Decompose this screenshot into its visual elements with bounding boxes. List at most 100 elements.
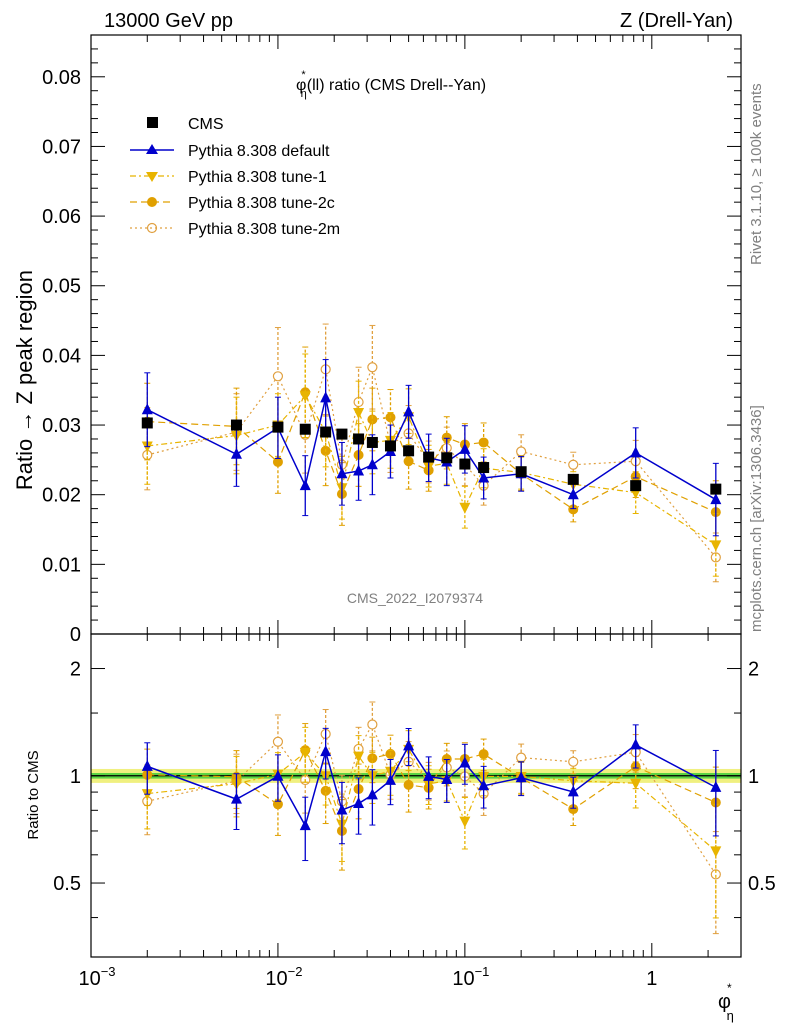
x-axis-label: φ* η — [718, 981, 734, 1023]
point-tune2m — [516, 446, 527, 457]
ratio-point-tune2c — [403, 779, 414, 790]
series-line-tune1 — [147, 394, 717, 546]
ratio-point-default — [567, 785, 579, 797]
point-default — [141, 403, 153, 415]
ratio-tick-label: 2 — [70, 659, 81, 681]
point-cms — [403, 445, 415, 457]
side-rivet-text: Rivet 3.1.10, ≥ 100k events — [748, 83, 765, 265]
point-cms — [459, 458, 471, 470]
ratio-point-default — [230, 792, 242, 804]
legend-tune1-marker — [146, 172, 158, 182]
x-tick-label: 1 — [646, 968, 657, 990]
ratio-line-tune2c — [147, 748, 717, 833]
point-cms — [630, 480, 642, 492]
y-tick-label: 0.04 — [42, 345, 81, 367]
point-cms — [515, 466, 527, 478]
point-cms — [478, 462, 490, 474]
ratio-panel-frame — [90, 633, 742, 958]
point-tune2c — [441, 432, 452, 443]
point-default — [710, 493, 722, 505]
side-mcplots-text: mcplots.cern.ch [arXiv:1306.3436] — [748, 405, 765, 632]
point-default — [567, 488, 579, 500]
legend-tune2c-marker — [147, 197, 157, 207]
plot-title-sub: η — [301, 88, 307, 100]
x-axis-label-sup: * — [727, 981, 732, 995]
ratio-point-default — [366, 788, 378, 800]
y-tick-label: 0.08 — [42, 67, 81, 89]
ratio-line-default — [147, 744, 717, 828]
point-tune1 — [299, 391, 311, 403]
header-left: 13000 GeV pp — [104, 10, 233, 32]
point-tune1 — [710, 540, 722, 552]
point-cms — [366, 436, 378, 448]
ratio-point-default — [320, 745, 332, 757]
ratio-point-tune2m — [367, 719, 378, 730]
ratio-point-default — [710, 780, 722, 792]
ratio-point-tune2m — [568, 756, 579, 767]
plot-title-rest: (ll) ratio (CMS Drell--Yan) — [307, 77, 486, 94]
ratio-point-default — [403, 739, 415, 751]
point-cms — [320, 426, 332, 438]
ratio-point-tune1 — [710, 846, 722, 858]
y-tick-label: 0.01 — [42, 554, 81, 576]
ratio-point-default — [630, 738, 642, 750]
point-cms — [272, 421, 284, 433]
legend-cms-marker — [147, 117, 158, 128]
point-default — [630, 446, 642, 458]
point-default — [230, 447, 242, 459]
point-tune2m — [367, 362, 378, 373]
ratio-point-tune2c — [568, 804, 579, 815]
point-default — [299, 479, 311, 491]
ratio-point-default — [384, 773, 396, 785]
y-tick-label: 0.05 — [42, 276, 81, 298]
point-default — [459, 442, 471, 454]
legend-default-marker — [146, 144, 158, 154]
ratio-tick-label: 1 — [70, 766, 81, 788]
ratio-point-default — [441, 772, 453, 784]
ratio-point-default — [353, 797, 365, 809]
point-default — [366, 458, 378, 470]
ratio-tick-label-right: 2 — [748, 659, 759, 681]
point-cms — [441, 452, 453, 464]
ratio-point-default — [272, 769, 284, 781]
legend-cms-label: CMS — [188, 116, 224, 133]
x-axis-label-phi: φ — [718, 991, 731, 1013]
legend-tune2m-marker — [146, 222, 158, 234]
point-default — [478, 471, 490, 483]
ratio-point-tune1 — [459, 816, 471, 828]
point-tune2m — [568, 459, 579, 470]
plot-title: φ* η(ll) ratio (CMS Drell--Yan) — [296, 69, 486, 100]
point-tune2c — [403, 456, 414, 467]
series-line-default — [146, 397, 717, 501]
y-tick-label: 0.02 — [42, 485, 81, 507]
point-cms — [299, 423, 311, 435]
ratio-point-tune2c — [320, 785, 331, 796]
plot-title-phi: φ — [296, 77, 306, 94]
point-cms — [384, 440, 396, 452]
plot-title-sup: * — [301, 69, 306, 81]
ratio-axis-label: Ratio to CMS — [25, 750, 42, 839]
ratio-point-tune2c — [272, 799, 283, 810]
point-tune2m — [710, 552, 721, 563]
x-tick-label: 10−3 — [78, 964, 115, 990]
point-tune2c — [478, 437, 489, 448]
ratio-point-tune2c — [441, 753, 452, 764]
ratio-point-default — [141, 759, 153, 771]
point-tune2c — [367, 414, 378, 425]
legend: CMS Pythia 8.308 default Pythia 8.308 tu… — [130, 116, 340, 238]
ratio-point-default — [478, 779, 490, 791]
ratio-point-default — [459, 756, 471, 768]
point-cms — [230, 419, 242, 431]
ratio-point-default — [336, 803, 348, 815]
point-tune2c — [568, 504, 579, 515]
legend-default-label: Pythia 8.308 default — [188, 143, 330, 160]
x-tick-label: 10−1 — [452, 964, 489, 990]
header-right: Z (Drell-Yan) — [620, 10, 733, 32]
ratio-point-tune1 — [353, 751, 365, 763]
ratio-tick-label: 0.5 — [53, 873, 81, 895]
ratio-line-tune2m — [147, 723, 717, 875]
legend-tune1-label: Pythia 8.308 tune-1 — [188, 169, 327, 186]
ratio-point-tune1 — [630, 778, 642, 790]
point-tune1 — [459, 502, 471, 514]
